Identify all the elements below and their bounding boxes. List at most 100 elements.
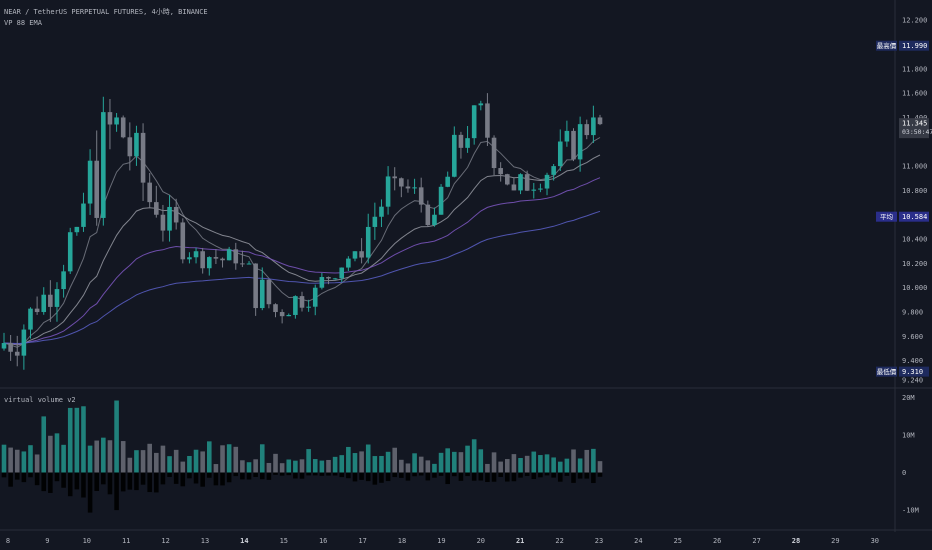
volume-bar-positive <box>399 459 404 473</box>
volume-bar-positive <box>471 439 477 473</box>
candle-body <box>120 117 126 138</box>
time-axis-label: 8 <box>6 537 10 545</box>
candle-body <box>74 226 80 233</box>
average-price-label-value: 10.584 <box>902 213 927 221</box>
volume-bar-negative <box>220 472 225 486</box>
volume-bar-negative <box>577 472 583 479</box>
time-axis-label: 22 <box>555 537 563 545</box>
volume-bar-negative <box>319 472 325 476</box>
volume-bar-positive <box>273 453 278 473</box>
volume-bar-negative <box>564 472 570 476</box>
volume-bar-negative <box>544 472 550 476</box>
volume-bar-positive <box>438 452 444 473</box>
volume-bar-negative <box>246 472 252 480</box>
volume-bar-negative <box>167 472 172 478</box>
volume-bar-positive <box>1 444 7 473</box>
volume-bar-positive <box>67 407 73 473</box>
candle-body <box>538 188 543 190</box>
volume-bar-negative <box>399 472 404 478</box>
volume-bar-positive <box>134 450 139 473</box>
volume-bar-negative <box>379 472 384 483</box>
volume-bar-negative <box>498 472 503 478</box>
price-tick-label: 10.200 <box>902 260 927 268</box>
volume-bar-negative <box>1 472 7 478</box>
volume-bar-negative <box>279 472 285 476</box>
volume-bar-positive <box>346 446 351 473</box>
volume-bar-positive <box>511 454 517 473</box>
time-axis-label: 12 <box>161 537 169 545</box>
candle-body <box>438 186 444 215</box>
candle-body <box>365 226 371 258</box>
time-axis-label: 26 <box>713 537 721 545</box>
volume-bar-negative <box>193 472 199 484</box>
volume-bar-negative <box>240 472 245 480</box>
volume-bar-positive <box>299 459 305 473</box>
candle-body <box>564 130 570 142</box>
volume-bar-negative <box>21 472 27 483</box>
candle-body <box>339 267 345 279</box>
volume-bar-negative <box>312 472 318 476</box>
volume-bar-positive <box>425 460 431 473</box>
average-price-label-value-bg <box>899 211 929 222</box>
volume-bar-positive <box>577 458 583 473</box>
volume-bar-positive <box>74 407 80 473</box>
time-axis-label: 20 <box>477 537 485 545</box>
volume-bar-negative <box>293 472 298 479</box>
volume-bar-negative <box>213 472 219 486</box>
volume-bar-negative <box>74 472 80 490</box>
volume-bar-negative <box>101 472 106 485</box>
volume-bar-positive <box>107 440 113 473</box>
volume-bar-negative <box>372 472 378 485</box>
candle-body <box>491 137 497 169</box>
volume-bar-positive <box>193 449 199 473</box>
volume-bar-negative <box>591 472 596 484</box>
candle-body <box>452 134 457 177</box>
volume-bar-positive <box>54 433 60 473</box>
volume-bar-positive <box>127 457 133 473</box>
volume-bar-negative <box>332 472 338 476</box>
volume-bar-negative <box>346 472 351 479</box>
volume-bar-positive <box>465 445 470 473</box>
volume-bar-negative <box>154 472 159 493</box>
candle-body <box>127 137 133 157</box>
volume-bar-negative <box>127 472 133 490</box>
last-price-value: 11.345 <box>902 120 927 128</box>
time-axis-label: 10 <box>83 537 91 545</box>
volume-bar-positive <box>432 463 437 473</box>
volume-bar-negative <box>491 472 497 482</box>
average-price-label-title: 平均 <box>880 212 894 221</box>
candle-body <box>385 176 391 207</box>
volume-bar-negative <box>48 472 53 493</box>
candle-body <box>220 258 225 261</box>
volume-bar-negative <box>28 472 33 478</box>
candle-body <box>134 132 139 157</box>
candle-body <box>240 263 245 265</box>
time-axis-label: 13 <box>201 537 209 545</box>
volume-bar-positive <box>8 447 13 473</box>
candle-body <box>405 186 411 189</box>
volume-bar-positive <box>524 455 530 473</box>
volume-bar-positive <box>372 456 378 473</box>
volume-bar-negative <box>584 472 590 479</box>
candle-body <box>312 287 318 307</box>
time-axis-label: 15 <box>280 537 288 545</box>
volume-bar-negative <box>405 472 411 481</box>
volume-bar-negative <box>140 472 146 485</box>
volume-bar-negative <box>120 472 126 492</box>
candle-body <box>107 112 113 125</box>
volume-bar-negative <box>531 472 537 480</box>
volume-bar-positive <box>326 459 331 473</box>
candle-body <box>34 308 40 313</box>
candle-body <box>81 203 86 227</box>
volume-bar-positive <box>286 459 292 473</box>
volume-bar-negative <box>452 472 457 477</box>
volume-bar-negative <box>392 472 398 478</box>
candle-body <box>193 251 199 258</box>
volume-bar-negative <box>253 472 258 477</box>
candle-body <box>306 306 311 308</box>
volume-bar-positive <box>259 444 265 473</box>
time-axis-label: 9 <box>45 537 49 545</box>
volume-bar-positive <box>538 455 543 473</box>
volume-bar-positive <box>571 449 576 473</box>
